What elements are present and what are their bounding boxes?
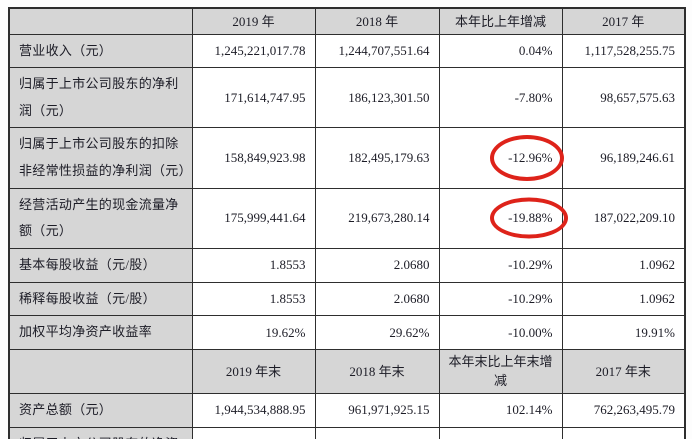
- header-2017-end: 2017 年末: [561, 348, 686, 394]
- value-2019: 19.62%: [191, 315, 316, 350]
- row-label: 归属于上市公司股东的扣除非经常性损益的净利润（元）: [8, 127, 193, 189]
- financial-summary-table-wrap: 2019 年 2018 年 本年比上年增减 2017 年 营业收入（元） 1,2…: [8, 7, 686, 439]
- value-2018: 186,123,301.50: [314, 67, 440, 129]
- corner-cell: [8, 348, 193, 394]
- value-2017: 98,657,575.63: [561, 67, 686, 129]
- value-2017: 19.91%: [561, 315, 686, 350]
- value-2018: 1,244,707,551.64: [314, 33, 440, 69]
- value-2019: 1.8553: [191, 281, 316, 317]
- value-change: 102.14%: [438, 392, 563, 428]
- value-change: 141.37%: [438, 426, 563, 439]
- value-2019: 1,944,534,888.95: [191, 392, 316, 428]
- row-label: 基本每股收益（元/股）: [8, 247, 193, 283]
- header-2019-end: 2019 年末: [191, 348, 316, 394]
- value-2019: 171,614,747.95: [191, 67, 316, 129]
- value-2019: 175,999,441.64: [191, 187, 316, 249]
- value-2018: 961,971,925.15: [314, 392, 440, 428]
- value-2018: 2.0680: [314, 247, 440, 283]
- value-change-circled: -19.88%: [438, 187, 568, 249]
- value-change-circled: -12.96%: [438, 127, 564, 189]
- table-row-weighted-avg-roe: 加权平均净资产收益率 19.62% 29.62% -10.00% 19.91%: [8, 315, 686, 350]
- table-row-operating-cash-flow: 经营活动产生的现金流量净额（元） 175,999,441.64 219,673,…: [8, 187, 686, 249]
- table-row-basic-eps: 基本每股收益（元/股） 1.8553 2.0680 -10.29% 1.0962: [8, 247, 686, 283]
- row-label: 归属于上市公司股东的净利润（元）: [8, 67, 193, 129]
- header-row-year-end: 2019 年末 2018 年末 本年末比上年末增减 2017 年末: [8, 348, 686, 394]
- value-change: -10.00%: [438, 315, 563, 350]
- row-label: 加权平均净资产收益率: [8, 315, 193, 350]
- value-2017: 187,022,209.10: [561, 187, 686, 249]
- corner-cell: [8, 7, 193, 35]
- value-2017: 544,620,522.97: [561, 426, 686, 439]
- row-label: 资产总额（元）: [8, 392, 193, 428]
- value-change-text: -12.96%: [508, 150, 553, 166]
- value-2017: 1,117,528,255.75: [561, 33, 686, 69]
- header-2018: 2018 年: [314, 7, 440, 35]
- financial-summary-table: 2019 年 2018 年 本年比上年增减 2017 年 营业收入（元） 1,2…: [8, 7, 686, 439]
- value-2019: 1,733,769,552.03: [191, 426, 316, 439]
- value-2019: 1.8553: [191, 247, 316, 283]
- header-2019: 2019 年: [191, 7, 316, 35]
- table-row-deducted-net-profit: 归属于上市公司股东的扣除非经常性损益的净利润（元） 158,849,923.98…: [8, 127, 686, 189]
- row-label: 归属于上市公司股东的净资产（元）: [8, 426, 193, 439]
- table-row-revenue: 营业收入（元） 1,245,221,017.78 1,244,707,551.6…: [8, 33, 686, 69]
- value-2017: 1.0962: [561, 281, 686, 317]
- header-change-end: 本年末比上年末增减: [438, 348, 563, 394]
- row-label: 经营活动产生的现金流量净额（元）: [8, 187, 193, 249]
- value-change-text: -19.88%: [508, 210, 553, 226]
- value-2019: 1,245,221,017.78: [191, 33, 316, 69]
- value-2018: 182,495,179.63: [314, 127, 440, 189]
- value-2017: 1.0962: [561, 247, 686, 283]
- value-change: -7.80%: [438, 67, 563, 129]
- header-2017: 2017 年: [561, 7, 686, 35]
- header-change: 本年比上年增减: [438, 7, 563, 35]
- table-row-total-assets: 资产总额（元） 1,944,534,888.95 961,971,925.15 …: [8, 392, 686, 428]
- table-row-net-assets: 归属于上市公司股东的净资产（元） 1,733,769,552.03 718,31…: [8, 426, 686, 439]
- value-change: -10.29%: [438, 281, 563, 317]
- value-2017: 762,263,495.79: [561, 392, 686, 428]
- header-2018-end: 2018 年末: [314, 348, 440, 394]
- value-2018: 219,673,280.14: [314, 187, 440, 249]
- value-2017: 96,189,246.61: [561, 127, 686, 189]
- value-2018: 2.0680: [314, 281, 440, 317]
- table-row-diluted-eps: 稀释每股收益（元/股） 1.8553 2.0680 -10.29% 1.0962: [8, 281, 686, 317]
- table-row-net-profit: 归属于上市公司股东的净利润（元） 171,614,747.95 186,123,…: [8, 67, 686, 129]
- value-2018: 718,315,435.40: [314, 426, 440, 439]
- value-change: 0.04%: [438, 33, 563, 69]
- value-change: -10.29%: [438, 247, 563, 283]
- row-label: 营业收入（元）: [8, 33, 193, 69]
- row-label: 稀释每股收益（元/股）: [8, 281, 193, 317]
- value-2018: 29.62%: [314, 315, 440, 350]
- value-2019: 158,849,923.98: [191, 127, 316, 189]
- header-row-annual: 2019 年 2018 年 本年比上年增减 2017 年: [8, 7, 686, 35]
